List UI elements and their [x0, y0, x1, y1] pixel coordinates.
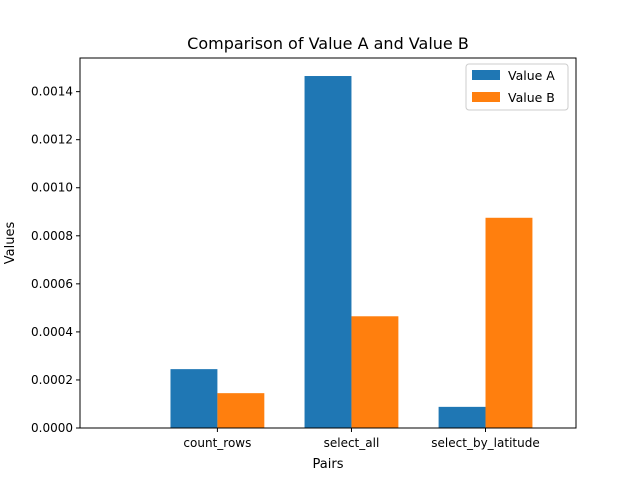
y-tick-label: 0.0000 [31, 421, 73, 435]
plot-frame [79, 57, 577, 429]
y-axis-label: Values [3, 222, 18, 265]
legend: Value A Value B [465, 63, 569, 111]
bar-value-b-count-rows [217, 393, 265, 428]
x-tick-label: select_all [324, 436, 380, 450]
bar-value-a-select-by-latitude [438, 406, 486, 428]
bars [170, 76, 533, 429]
bar-value-b-select-by-latitude [485, 217, 533, 428]
legend-label: Value B [508, 90, 555, 105]
x-axis: count_rows select_all select_by_latitude [183, 428, 540, 450]
y-tick-label: 0.0004 [31, 325, 73, 339]
x-axis-label: Pairs [313, 457, 344, 472]
y-tick-label: 0.0014 [31, 85, 73, 99]
y-tick-label: 0.0008 [31, 229, 73, 243]
bar-value-a-select-all [304, 76, 352, 429]
bar-value-a-count-rows [170, 369, 218, 428]
y-tick-label: 0.0012 [31, 133, 73, 147]
x-tick-label: select_by_latitude [431, 436, 539, 450]
chart-title: Comparison of Value A and Value B [187, 34, 469, 53]
x-tick-label: count_rows [183, 436, 251, 450]
bar-value-b-select-all [351, 316, 399, 428]
y-tick-label: 0.0002 [31, 373, 73, 387]
y-tick-label: 0.0006 [31, 277, 73, 291]
y-axis: 0.0000 0.0002 0.0004 0.0006 0.0008 0.0010 0.00… [31, 85, 80, 435]
legend-swatch [472, 92, 500, 102]
legend-swatch [472, 70, 500, 80]
legend-label: Value A [508, 68, 555, 83]
y-tick-label: 0.0010 [31, 181, 73, 195]
